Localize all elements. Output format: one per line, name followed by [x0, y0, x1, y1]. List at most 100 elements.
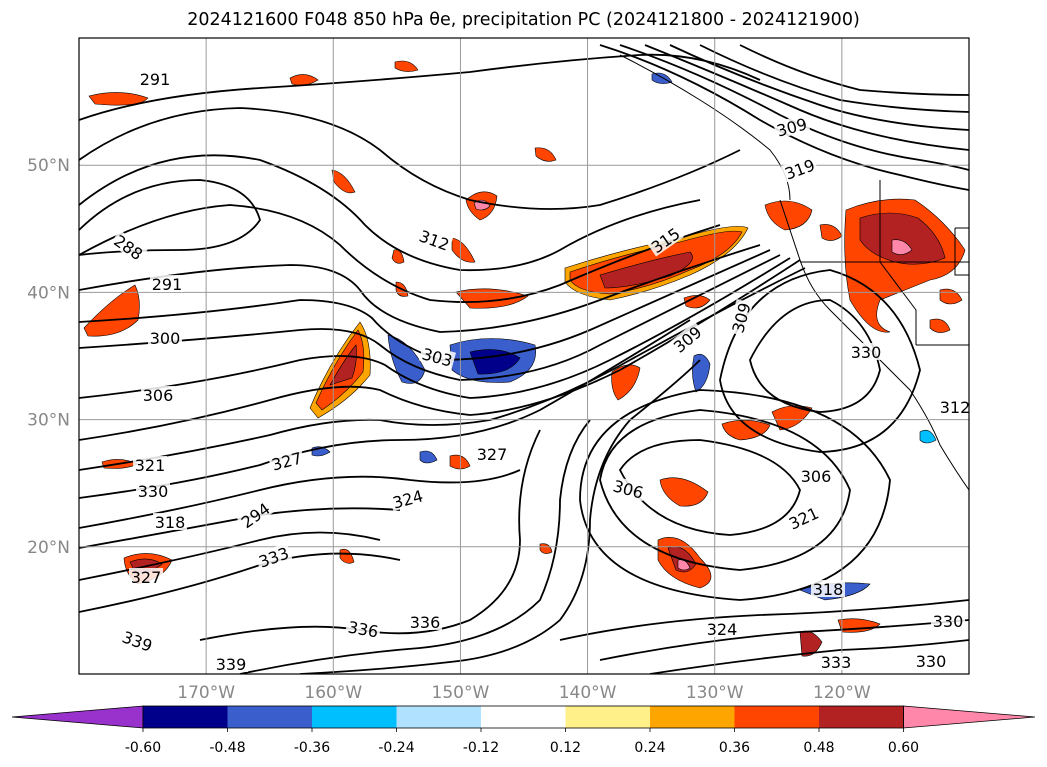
colorbar-segment	[312, 706, 397, 728]
colorbar-tick-label: -0.24	[378, 740, 414, 756]
svg-text:330: 330	[851, 343, 882, 362]
svg-text:330: 330	[916, 652, 947, 671]
state-border	[879, 261, 917, 345]
contour-line	[599, 409, 851, 571]
svg-text:291: 291	[140, 70, 171, 89]
contour-line	[79, 154, 701, 272]
longitude-label: 140°W	[559, 683, 617, 703]
contour-line	[79, 107, 741, 210]
contour-line	[239, 419, 591, 674]
contour-line	[79, 257, 791, 399]
svg-text:306: 306	[143, 386, 174, 405]
colorbar-tick-label: 0.24	[634, 740, 665, 756]
colorbar-segment	[565, 706, 650, 728]
contour-line	[618, 439, 801, 536]
latitude-label: 30°N	[27, 411, 70, 431]
precip-patch	[651, 72, 673, 84]
contour-label: 330	[136, 482, 170, 501]
contour-label: 318	[153, 513, 187, 532]
colorbar-extend-high	[903, 705, 1036, 729]
contour-line	[79, 53, 761, 121]
precip-patch	[88, 92, 149, 106]
contour-label: 291	[138, 70, 172, 89]
longitude-label: 130°W	[686, 683, 744, 703]
colorbar-segment	[650, 706, 735, 728]
colorbar-segment	[396, 706, 481, 728]
precip-patch	[891, 239, 913, 255]
contour-line	[199, 429, 541, 641]
contour-line	[719, 269, 921, 453]
colorbar-segment	[227, 706, 312, 728]
colorbar-tick-label: -0.60	[125, 740, 161, 756]
longitude-label: 150°W	[432, 683, 490, 703]
precip-patch	[611, 364, 641, 401]
precip-patch	[419, 450, 438, 464]
contour-label: 324	[388, 485, 427, 513]
precip-patch	[394, 60, 419, 72]
precip-patch	[771, 405, 813, 431]
colorbar-tick-label: 0.12	[550, 740, 581, 756]
contour-label: 291	[150, 275, 184, 294]
svg-text:300: 300	[150, 329, 181, 348]
contour-label: 321	[133, 456, 167, 475]
svg-text:327: 327	[131, 568, 162, 587]
svg-text:321: 321	[135, 456, 166, 475]
longitude-labels: 170°W 160°W 150°W 140°W 130°W 120°W	[177, 683, 871, 703]
precip-patch	[83, 284, 140, 337]
contour-line	[669, 44, 969, 131]
contour-line	[599, 44, 969, 191]
svg-text:333: 333	[821, 653, 852, 672]
precip-patch	[683, 295, 711, 309]
contour-line	[649, 639, 969, 674]
precip-patch	[451, 237, 476, 263]
colorbar-tick-label: 0.36	[719, 740, 750, 756]
contour-line	[739, 44, 969, 96]
latitude-label: 40°N	[27, 283, 70, 303]
latitude-labels: 20°N 30°N 40°N 50°N	[27, 156, 70, 558]
colorbar-tick-label: -0.12	[463, 740, 499, 756]
contour-line	[79, 254, 781, 381]
latitude-label: 20°N	[27, 538, 70, 558]
contour-label: 300	[148, 329, 182, 348]
svg-text:306: 306	[801, 467, 832, 486]
colorbar-frame	[142, 705, 904, 729]
contour-line	[79, 244, 761, 333]
figure-title: 2024121600 F048 850 hPa θe, precipitatio…	[187, 10, 860, 30]
precip-patch	[599, 251, 693, 289]
theta-e-contour-layer	[79, 44, 969, 674]
contour-label: 306	[799, 467, 833, 486]
contour-label: 312	[938, 398, 969, 417]
svg-text:330: 330	[138, 482, 169, 501]
colorbar-segment	[143, 706, 228, 728]
colorbar-segment	[734, 706, 819, 728]
precip-patch	[929, 318, 951, 333]
contour-label: 306	[141, 386, 175, 405]
contour-line	[579, 389, 891, 601]
svg-text:327: 327	[477, 445, 508, 464]
colorbar-tick-label: -0.48	[209, 740, 245, 756]
precip-patch	[469, 349, 521, 375]
map-frame	[78, 37, 970, 675]
precip-patch	[659, 477, 709, 507]
colorbar-tick-label: 0.48	[803, 740, 834, 756]
svg-text:291: 291	[152, 275, 183, 294]
contour-line	[79, 204, 721, 303]
contour-line	[79, 259, 801, 441]
contour-line	[79, 267, 806, 471]
precip-patch	[534, 147, 557, 162]
state-border	[954, 228, 969, 276]
longitude-label: 170°W	[177, 683, 235, 703]
contour-line	[559, 599, 969, 641]
latitude-label: 50°N	[27, 156, 70, 176]
contour-label: 324	[705, 620, 739, 639]
contour-label: 330	[849, 343, 883, 362]
svg-text:336: 336	[410, 613, 441, 632]
contour-label: 333	[819, 653, 853, 672]
svg-text:318: 318	[813, 580, 844, 599]
contour-label: 336	[408, 613, 442, 632]
precip-patch	[764, 200, 813, 231]
precip-patch	[919, 429, 937, 444]
svg-text:339: 339	[216, 655, 247, 674]
longitude-label: 120°W	[813, 683, 871, 703]
